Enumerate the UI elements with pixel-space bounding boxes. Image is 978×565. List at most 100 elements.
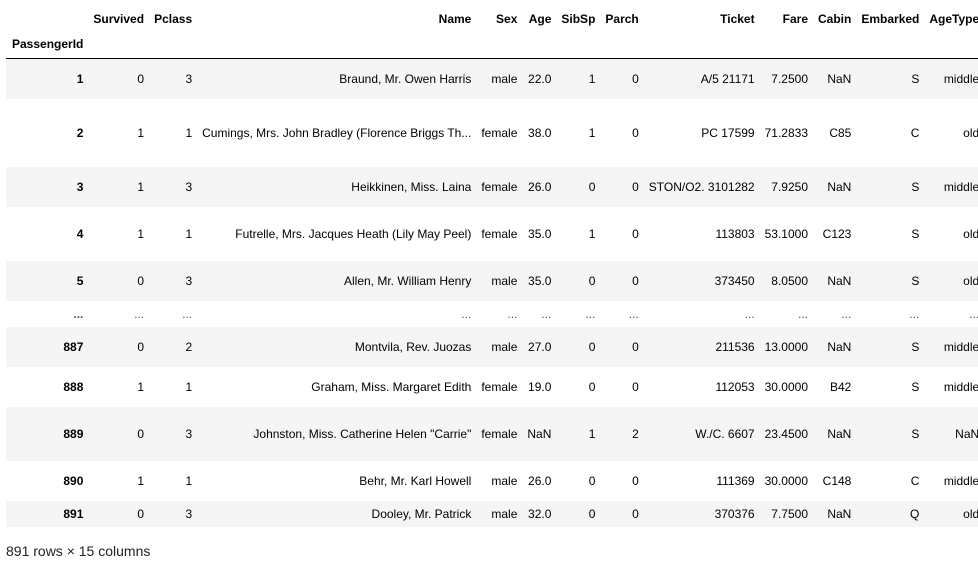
table-cell: C85 xyxy=(829,125,852,140)
table-cell: 23.4500 xyxy=(764,426,808,441)
table-cell: B42 xyxy=(829,379,852,394)
table-cell: 2 xyxy=(185,339,193,354)
table-cell: 3 xyxy=(185,506,193,521)
table-cell: NaN xyxy=(827,273,852,288)
table-cell: 1 xyxy=(588,71,596,86)
table-cell: 211536 xyxy=(715,339,755,354)
row-index: 887 xyxy=(63,339,84,354)
table-cell: 0 xyxy=(137,506,145,521)
table-cell: male xyxy=(491,506,518,521)
table-cell: female xyxy=(481,226,518,241)
table-cell: 1 xyxy=(137,226,145,241)
table-cell: 13.0000 xyxy=(764,339,808,354)
table-cell: female xyxy=(481,426,518,441)
column-header: AgeType xyxy=(929,12,978,26)
table-cell: NaN xyxy=(827,506,852,521)
table-cell: W./C. 6607 xyxy=(695,426,755,441)
table-cell: 373450 xyxy=(714,273,755,288)
table-cell: 0 xyxy=(588,379,596,394)
table-cell: 0 xyxy=(632,506,639,521)
table-cell: 26.0 xyxy=(528,473,552,488)
table-cell: female xyxy=(481,179,518,194)
table-cell: C148 xyxy=(822,473,852,488)
table-cell: middle xyxy=(943,179,978,194)
table-cell: 7.2500 xyxy=(771,71,808,86)
column-header: Cabin xyxy=(818,12,852,26)
table-cell: ... xyxy=(744,306,755,321)
table-cell: 3 xyxy=(185,273,193,288)
table-cell: middle xyxy=(943,379,978,394)
table-cell: Futrelle, Mrs. Jacques Heath (Lily May P… xyxy=(235,226,472,241)
table-cell: 0 xyxy=(137,339,145,354)
table-cell: ... xyxy=(628,306,639,321)
table-cell: 1 xyxy=(185,473,193,488)
table-cell: old xyxy=(963,273,978,288)
column-header: Pclass xyxy=(154,12,193,26)
column-header: Embarked xyxy=(861,12,920,26)
table-cell: ... xyxy=(841,306,852,321)
table-cell: ... xyxy=(507,306,518,321)
table-row: 890 1 1 Behr, Mr. Karl Howell male 26.0 0 0 1113… xyxy=(6,460,978,501)
table-cell: middle xyxy=(943,339,978,354)
table-cell: 370376 xyxy=(714,506,755,521)
table-cell: male xyxy=(491,71,518,86)
row-index: 1 xyxy=(76,71,84,86)
table-cell: 7.7500 xyxy=(771,506,808,521)
dataframe-container: Survived Pclass Name Sex Age SibSp Parch… xyxy=(6,8,978,527)
column-header: Survived xyxy=(93,12,145,26)
index-header-row: PassengerId xyxy=(6,30,978,59)
table-cell: 2 xyxy=(632,426,639,441)
table-cell: 0 xyxy=(588,273,596,288)
table-cell: 22.0 xyxy=(528,71,552,86)
row-index: 890 xyxy=(63,473,84,488)
table-cell: 3 xyxy=(185,179,193,194)
column-header: Age xyxy=(528,12,552,26)
table-cell: 1 xyxy=(588,125,596,140)
table-cell: 112053 xyxy=(715,379,755,394)
table-row: 3 1 3 Heikkinen, Miss. Laina female 26.0 0 0 STO… xyxy=(6,166,978,207)
table-cell: 1 xyxy=(137,179,145,194)
table-cell: old xyxy=(963,125,978,140)
table-cell: 53.1000 xyxy=(764,226,808,241)
table-cell: NaN xyxy=(527,426,552,441)
table-cell: 1 xyxy=(185,226,193,241)
table-cell: 7.9250 xyxy=(771,179,808,194)
table-row: 891 0 3 Dooley, Mr. Patrick male 32.0 0 0 370376… xyxy=(6,500,978,527)
table-row: 888 1 1 Graham, Miss. Margaret Edith female 1… xyxy=(6,366,978,407)
table-cell: ... xyxy=(585,306,596,321)
column-header-row: Survived Pclass Name Sex Age SibSp Parch… xyxy=(6,8,978,30)
table-cell: Allen, Mr. William Henry xyxy=(343,273,472,288)
table-cell: 30.0000 xyxy=(764,379,808,394)
table-cell: C xyxy=(910,473,920,488)
table-row: 887 0 2 Montvila, Rev. Juozas male 27.0 0 0 2115… xyxy=(6,326,978,367)
table-cell: 1 xyxy=(185,379,193,394)
index-name-header: PassengerId xyxy=(6,30,89,59)
table-row: 4 1 1 Futrelle, Mrs. Jacques Heath (Lily Ma… xyxy=(6,206,978,261)
table-cell: 0 xyxy=(137,71,145,86)
dataframe-table: Survived Pclass Name Sex Age SibSp Parch… xyxy=(6,8,978,527)
table-body: 1 0 3 Braund, Mr. Owen Harris male 22.0 1 0 A/5 … xyxy=(6,58,978,527)
table-cell: 1 xyxy=(588,426,596,441)
table-cell: middle xyxy=(943,71,978,86)
table-cell: old xyxy=(963,506,978,521)
table-cell: 0 xyxy=(632,71,639,86)
table-cell: 3 xyxy=(185,426,193,441)
table-cell: ... xyxy=(461,306,472,321)
table-cell: female xyxy=(481,379,518,394)
table-header: Survived Pclass Name Sex Age SibSp Parch… xyxy=(6,8,978,59)
table-row: 1 0 3 Braund, Mr. Owen Harris male 22.0 1 0 A/5 … xyxy=(6,58,978,99)
table-row: 2 1 1 Cumings, Mrs. John Bradley (Florence … xyxy=(6,98,978,167)
table-cell: 0 xyxy=(632,179,639,194)
table-cell: 19.0 xyxy=(528,379,552,394)
table-cell: 1 xyxy=(137,473,145,488)
table-cell: 27.0 xyxy=(528,339,552,354)
table-cell: ... xyxy=(134,306,145,321)
table-cell: Behr, Mr. Karl Howell xyxy=(359,473,472,488)
table-cell: Graham, Miss. Margaret Edith xyxy=(311,379,472,394)
column-header: Sex xyxy=(496,12,518,26)
row-index: 5 xyxy=(76,273,84,288)
table-cell: Heikkinen, Miss. Laina xyxy=(351,179,472,194)
corner-header xyxy=(6,8,88,30)
table-cell: S xyxy=(911,339,920,354)
table-cell: Q xyxy=(910,506,920,521)
